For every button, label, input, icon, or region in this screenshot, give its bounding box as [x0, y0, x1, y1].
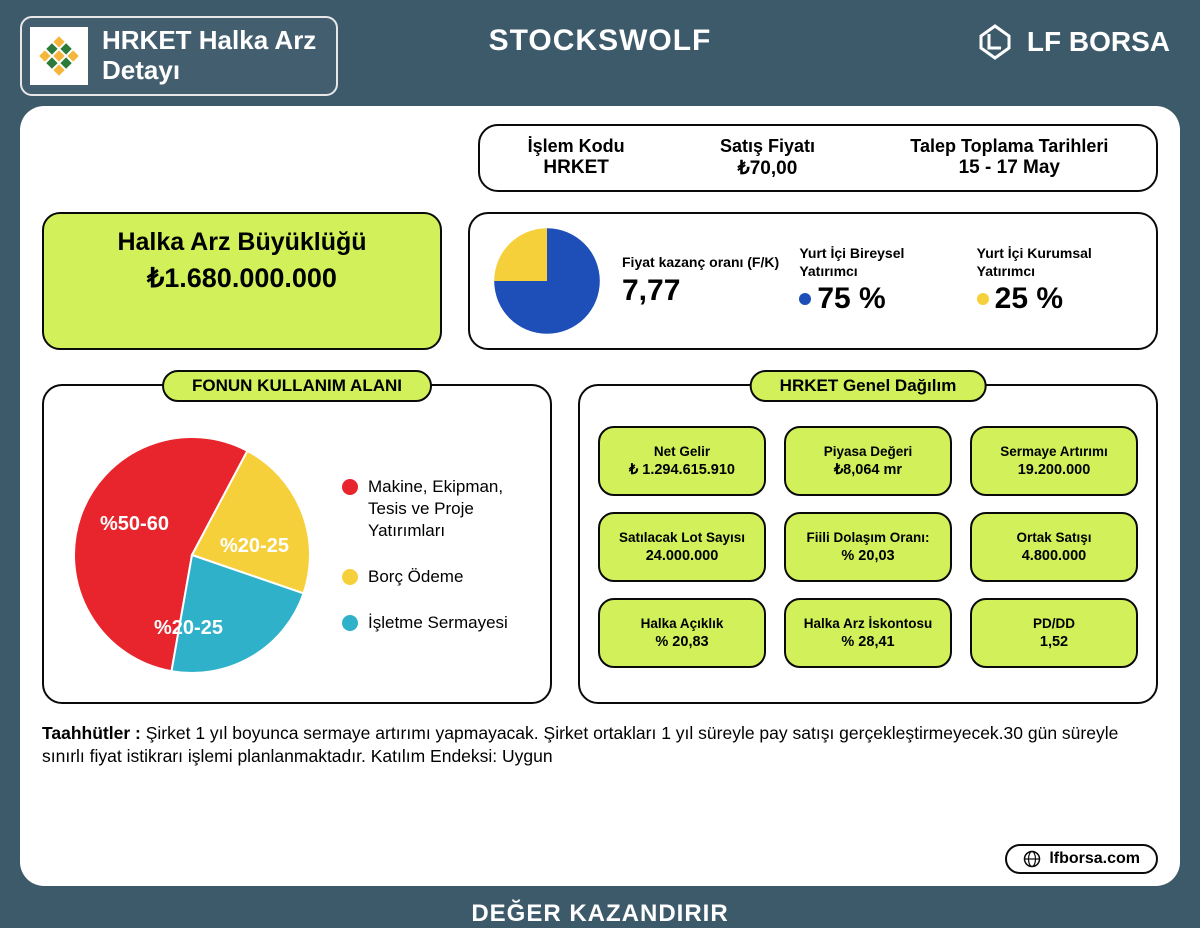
metric-value: % 20,83: [608, 634, 756, 650]
metric-value: ₺ 1.294.615.910: [608, 462, 756, 478]
metric-cell: Piyasa Değeri ₺8,064 mr: [784, 426, 952, 496]
metric-label: Fiili Dolaşım Oranı:: [794, 530, 942, 546]
legend-item: Borç Ödeme: [342, 566, 532, 588]
size-box: Halka Arz Büyüklüğü ₺1.680.000.000: [42, 212, 442, 350]
dot-inst-icon: [977, 293, 989, 305]
metric-grid: Net Gelir ₺ 1.294.615.910 Piyasa Değeri ₺8,…: [598, 426, 1138, 668]
ratio-pe-value: 7,77: [622, 274, 779, 308]
metric-value: % 28,41: [794, 634, 942, 650]
ratio-inst-label: Yurt İçi Kurumsal Yatırımcı: [977, 245, 1134, 280]
commitments: Taahhütler : Şirket 1 yıl boyunca sermay…: [42, 722, 1158, 769]
metric-cell: Fiili Dolaşım Oranı: % 20,03: [784, 512, 952, 582]
ratio-pe: Fiyat kazanç oranı (F/K) 7,77: [622, 254, 779, 308]
ratio-retail-label: Yurt İçi Bireysel Yatırımcı: [799, 245, 956, 280]
ratio-inst-text: 25 %: [995, 282, 1063, 316]
panel-fund-use-title: FONUN KULLANIM ALANI: [162, 370, 432, 402]
ratio-retail-text: 75 %: [817, 282, 885, 316]
metric-cell: Net Gelir ₺ 1.294.615.910: [598, 426, 766, 496]
fund-use-legend: Makine, Ekipman, Tesis ve Proje Yatırıml…: [342, 476, 532, 634]
panel-distribution: HRKET Genel Dağılım Net Gelir₺ 1.294.615…: [578, 384, 1158, 704]
top-header: HRKET Halka Arz Detayı STOCKSWOLF LF BOR…: [20, 16, 1180, 96]
metric-value: 1,52: [980, 634, 1128, 650]
url-badge[interactable]: lfborsa.com: [1005, 844, 1158, 874]
brand-right-text: LF BORSA: [1027, 26, 1170, 58]
legend-dot-icon: [342, 615, 358, 631]
metric-value: 24.000.000: [608, 548, 756, 564]
brand-right: LF BORSA: [975, 22, 1170, 62]
commitments-text: Şirket 1 yıl boyunca sermaye artırımı ya…: [42, 723, 1118, 767]
fund-use-pie-wrap: %50-60 %20-25 %20-25: [62, 425, 322, 685]
info-price: Satış Fiyatı ₺70,00: [720, 136, 815, 180]
pie-slice-label: %20-25: [220, 535, 289, 558]
info-dates: Talep Toplama Tarihleri 15 - 17 May: [910, 136, 1108, 180]
company-logo-icon: [30, 27, 88, 85]
row-info-strip: İşlem Kodu HRKET Satış Fiyatı ₺70,00 Tal…: [42, 124, 1158, 192]
metric-label: Halka Arz İskontosu: [794, 616, 942, 632]
metric-value: ₺8,064 mr: [794, 462, 942, 478]
metric-label: PD/DD: [980, 616, 1128, 632]
metric-cell: Halka Açıklık % 20,83: [598, 598, 766, 668]
size-label: Halka Arz Büyüklüğü: [68, 228, 416, 257]
lf-logo-icon: [975, 22, 1015, 62]
metric-label: Satılacak Lot Sayısı: [608, 530, 756, 546]
ratio-pe-label: Fiyat kazanç oranı (F/K): [622, 254, 779, 272]
row-panels: FONUN KULLANIM ALANI %50-60%20-25%20-25 …: [42, 384, 1158, 704]
info-dates-value: 15 - 17 May: [910, 157, 1108, 179]
metric-label: Ortak Satışı: [980, 530, 1128, 546]
info-code-label: İşlem Kodu: [528, 136, 625, 157]
metric-value: 4.800.000: [980, 548, 1128, 564]
metric-value: 19.200.000: [980, 462, 1128, 478]
metric-label: Sermaye Artırımı: [980, 444, 1128, 460]
info-dates-label: Talep Toplama Tarihleri: [910, 136, 1108, 157]
pie-slice-label: %20-25: [154, 617, 223, 640]
metric-label: Net Gelir: [608, 444, 756, 460]
info-price-label: Satış Fiyatı: [720, 136, 815, 157]
panel-fund-use: FONUN KULLANIM ALANI %50-60%20-25%20-25 …: [42, 384, 552, 704]
metric-cell: Ortak Satışı 4.800.000: [970, 512, 1138, 582]
ratio-inst: Yurt İçi Kurumsal Yatırımcı 25 %: [977, 245, 1134, 316]
page-title: HRKET Halka Arz Detayı: [102, 26, 316, 86]
legend-item: İşletme Sermayesi: [342, 612, 532, 634]
footer-tagline: DEĞER KAZANDIRIR: [20, 900, 1180, 928]
info-code: İşlem Kodu HRKET: [528, 136, 625, 180]
title-line2: Detayı: [102, 56, 316, 86]
main-card: İşlem Kodu HRKET Satış Fiyatı ₺70,00 Tal…: [20, 106, 1180, 886]
commitments-label: Taahhütler :: [42, 723, 141, 743]
info-code-value: HRKET: [528, 157, 625, 179]
ratio-box: Fiyat kazanç oranı (F/K) 7,77 Yurt İçi B…: [468, 212, 1158, 350]
ratio-inst-value: 25 %: [977, 282, 1134, 316]
metric-label: Piyasa Değeri: [794, 444, 942, 460]
title-line1: HRKET Halka Arz: [102, 26, 316, 56]
allocation-pie-small: [492, 226, 602, 336]
dot-retail-icon: [799, 293, 811, 305]
panel-distribution-title: HRKET Genel Dağılım: [750, 370, 987, 402]
legend-item: Makine, Ekipman, Tesis ve Proje Yatırıml…: [342, 476, 532, 542]
metric-cell: Satılacak Lot Sayısı 24.000.000: [598, 512, 766, 582]
metric-cell: PD/DD 1,52: [970, 598, 1138, 668]
ratio-retail-value: 75 %: [799, 282, 956, 316]
url-text: lfborsa.com: [1049, 850, 1140, 868]
legend-text: İşletme Sermayesi: [368, 612, 508, 634]
size-value: ₺1.680.000.000: [68, 263, 416, 294]
brand-center: STOCKSWOLF: [489, 24, 712, 58]
pie-slice-label: %50-60: [100, 513, 169, 536]
metric-cell: Halka Arz İskontosu % 28,41: [784, 598, 952, 668]
metric-label: Halka Açıklık: [608, 616, 756, 632]
metric-cell: Sermaye Artırımı 19.200.000: [970, 426, 1138, 496]
legend-dot-icon: [342, 479, 358, 495]
ratio-retail: Yurt İçi Bireysel Yatırımcı 75 %: [799, 245, 956, 316]
info-price-value: ₺70,00: [720, 157, 815, 180]
legend-text: Borç Ödeme: [368, 566, 463, 588]
legend-dot-icon: [342, 569, 358, 585]
metric-value: % 20,03: [794, 548, 942, 564]
row-size-ratio: Halka Arz Büyüklüğü ₺1.680.000.000 Fiyat…: [42, 212, 1158, 350]
info-strip: İşlem Kodu HRKET Satış Fiyatı ₺70,00 Tal…: [478, 124, 1158, 192]
title-badge: HRKET Halka Arz Detayı: [20, 16, 338, 96]
legend-text: Makine, Ekipman, Tesis ve Proje Yatırıml…: [368, 476, 532, 542]
globe-icon: [1023, 850, 1041, 868]
